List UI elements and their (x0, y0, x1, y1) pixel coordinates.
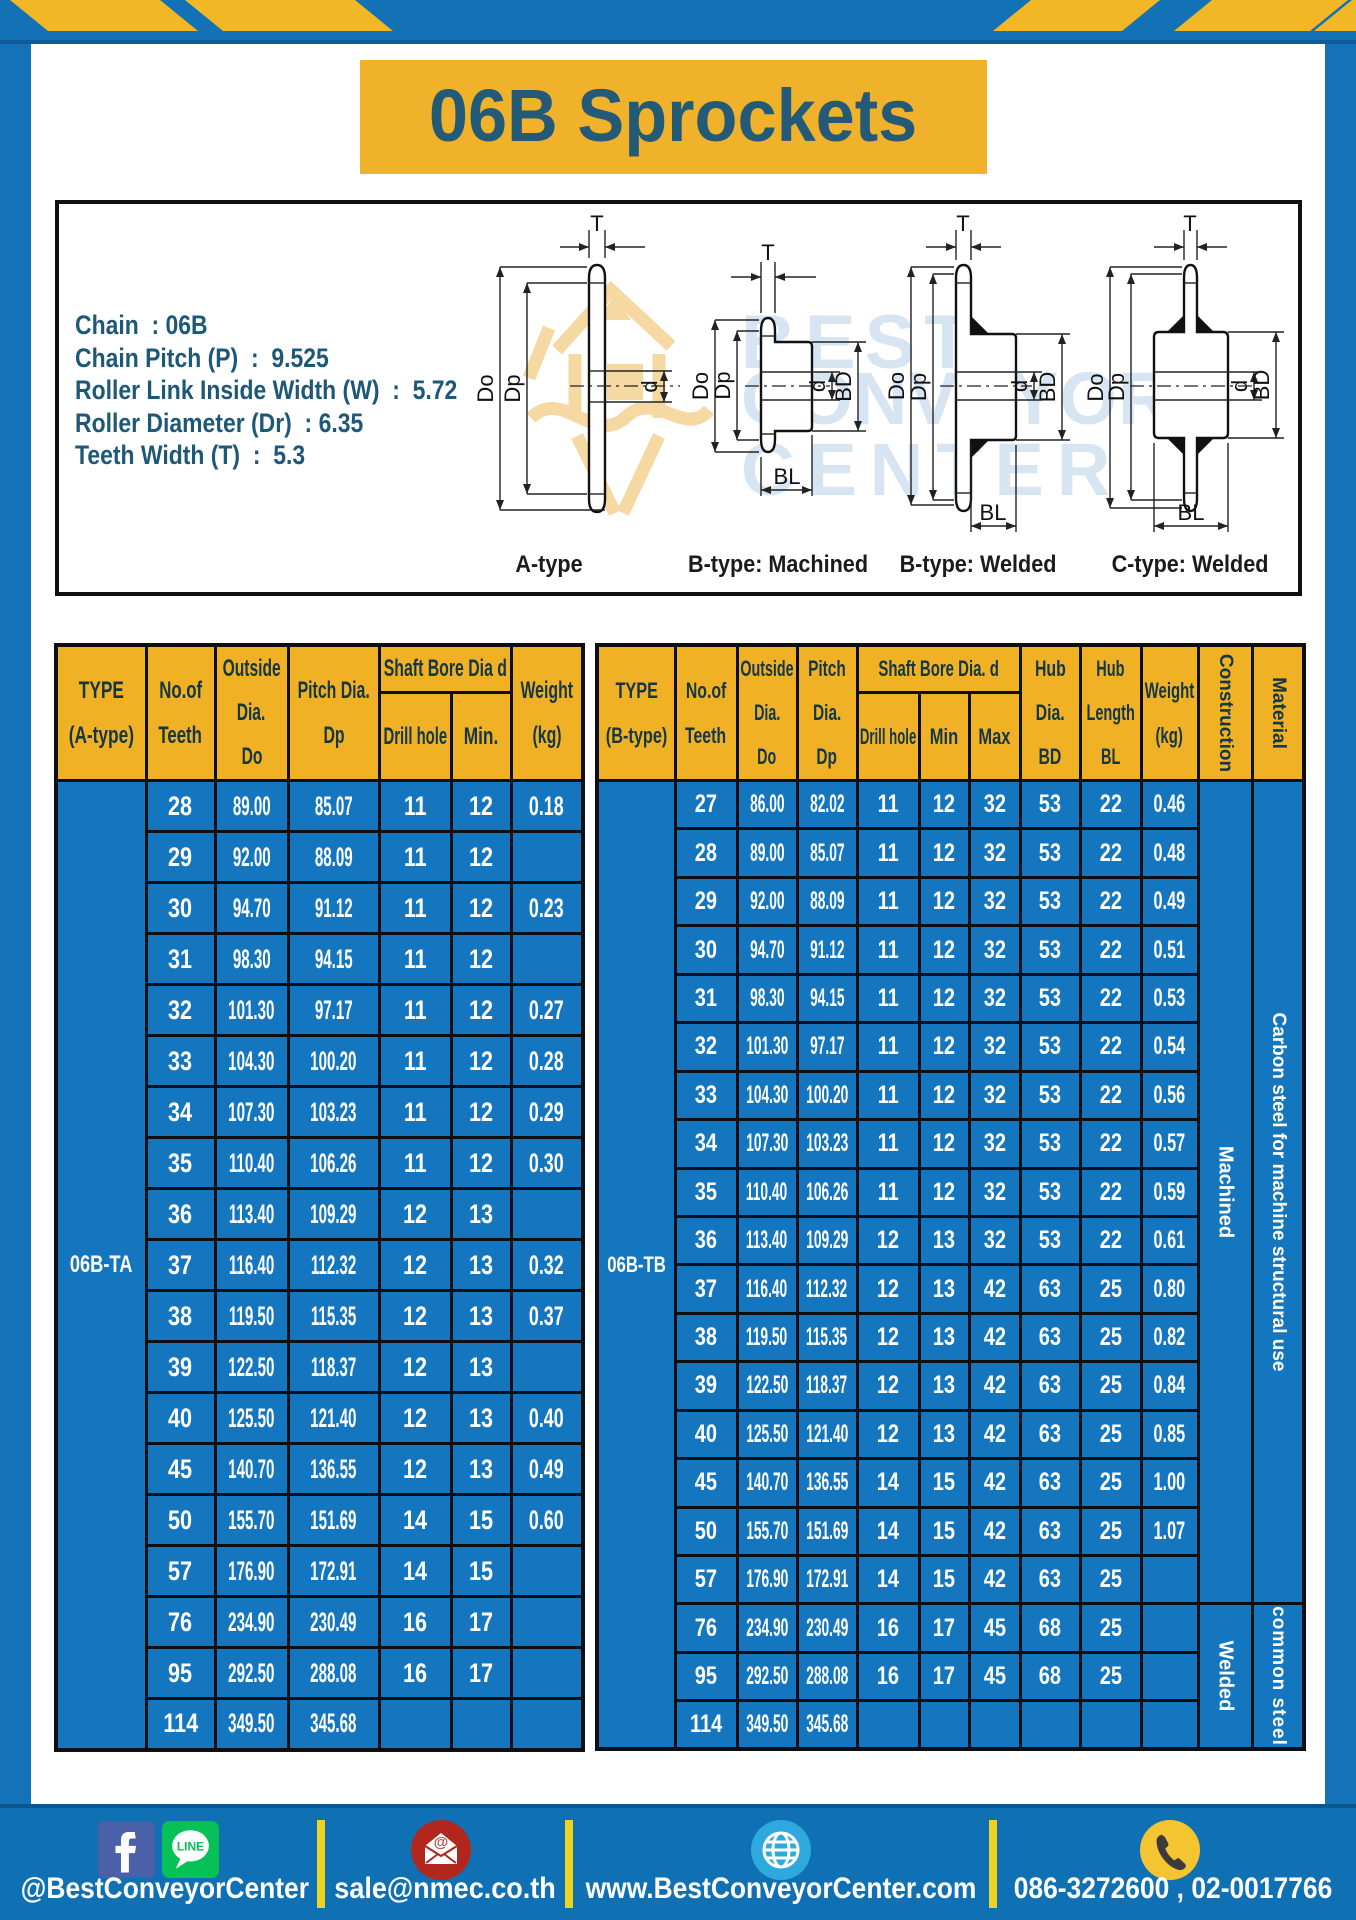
svg-text:T: T (761, 240, 774, 265)
svg-text:BD: BD (831, 371, 856, 402)
svg-text:Do: Do (688, 372, 713, 400)
svg-text:Dp: Dp (710, 371, 735, 399)
svg-text:T: T (590, 211, 603, 236)
svg-text:d: d (805, 380, 830, 392)
svg-text:Dp: Dp (1104, 373, 1129, 401)
svg-text:d: d (1227, 380, 1252, 392)
svg-text:BL: BL (980, 500, 1007, 525)
svg-text:BD: BD (1035, 372, 1060, 403)
svg-text:BL: BL (774, 464, 801, 489)
svg-text:T: T (1183, 211, 1196, 236)
svg-text:BD: BD (1249, 370, 1274, 401)
svg-text:Dp: Dp (500, 374, 525, 402)
svg-text:d: d (637, 380, 662, 392)
svg-text:@: @ (434, 1834, 449, 1851)
svg-text:LINE: LINE (177, 1839, 204, 1853)
svg-text:Dp: Dp (906, 373, 931, 401)
svg-text:T: T (956, 211, 969, 236)
svg-text:d: d (1007, 380, 1032, 392)
svg-text:Do: Do (473, 374, 498, 402)
svg-text:Do: Do (884, 372, 909, 400)
svg-text:Do: Do (1083, 373, 1108, 401)
svg-text:BL: BL (1178, 500, 1205, 525)
